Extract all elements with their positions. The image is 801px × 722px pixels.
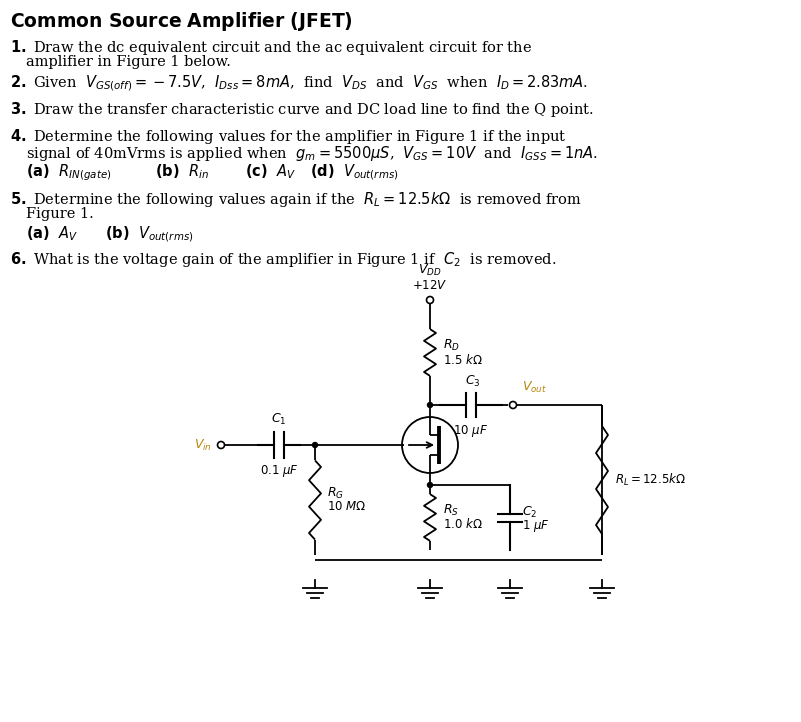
Text: $\mathbf{(b)}$  $R_{in}$: $\mathbf{(b)}$ $R_{in}$ — [155, 162, 209, 180]
Text: $\mathbf{(a)}$  $A_V$: $\mathbf{(a)}$ $A_V$ — [26, 224, 78, 243]
Text: $C_1$: $C_1$ — [272, 412, 287, 427]
Text: $C_3$: $C_3$ — [465, 374, 481, 389]
Text: signal of 40mVrms is applied when  $g_m=5500\mu S$,  $V_{GS}=10V$  and  $I_{GSS}: signal of 40mVrms is applied when $g_m=5… — [26, 144, 598, 163]
Text: $\mathbf{(b)}$  $V_{out(rms)}$: $\mathbf{(b)}$ $V_{out(rms)}$ — [105, 224, 194, 243]
Text: Figure 1.: Figure 1. — [26, 207, 94, 221]
Circle shape — [428, 402, 433, 407]
Text: $10\ \mu F$: $10\ \mu F$ — [453, 423, 489, 439]
Text: $V_{out}$: $V_{out}$ — [522, 380, 547, 395]
Text: $R_G$: $R_G$ — [327, 485, 344, 500]
Circle shape — [509, 401, 517, 409]
Text: $\mathbf{4.}$ Determine the following values for the amplifier in Figure 1 if th: $\mathbf{4.}$ Determine the following va… — [10, 127, 566, 146]
Circle shape — [428, 482, 433, 487]
Text: $\mathbf{6.}$ What is the voltage gain of the amplifier in Figure 1 if  $C_2$  i: $\mathbf{6.}$ What is the voltage gain o… — [10, 250, 557, 269]
Text: $+12V$: $+12V$ — [413, 279, 448, 292]
Text: $\mathbf{2.}$ Given  $V_{GS(off)}=-7.5V$,  $I_{Dss}=8mA$,  find  $V_{DS}$  and  : $\mathbf{2.}$ Given $V_{GS(off)}=-7.5V$,… — [10, 73, 588, 92]
Text: amplifier in Figure 1 below.: amplifier in Figure 1 below. — [26, 55, 231, 69]
Text: $1\ \mu F$: $1\ \mu F$ — [522, 518, 549, 534]
Text: $\mathbf{1.}$ Draw the dc equivalent circuit and the ac equivalent circuit for t: $\mathbf{1.}$ Draw the dc equivalent cir… — [10, 38, 532, 57]
Text: $\mathbf{(a)}$  $R_{IN(gate)}$: $\mathbf{(a)}$ $R_{IN(gate)}$ — [26, 162, 111, 183]
Circle shape — [426, 297, 433, 303]
Text: $0.1\ \mu F$: $0.1\ \mu F$ — [260, 463, 299, 479]
Text: $R_D$: $R_D$ — [443, 338, 460, 353]
Text: $\mathbf{5.}$ Determine the following values again if the  $R_L=12.5k\Omega$  is: $\mathbf{5.}$ Determine the following va… — [10, 190, 582, 209]
Text: $\mathbf{3.}$ Draw the transfer characteristic curve and DC load line to find th: $\mathbf{3.}$ Draw the transfer characte… — [10, 100, 594, 119]
Text: $\mathbf{(c)}$  $A_V$: $\mathbf{(c)}$ $A_V$ — [245, 162, 296, 180]
Circle shape — [312, 443, 317, 448]
Text: $V_{in}$: $V_{in}$ — [194, 438, 212, 453]
Text: $10\ M\Omega$: $10\ M\Omega$ — [327, 500, 367, 513]
Text: $1.5\ k\Omega$: $1.5\ k\Omega$ — [443, 352, 483, 367]
Text: $R_L = 12.5k\Omega$: $R_L = 12.5k\Omega$ — [615, 472, 686, 488]
Text: $\mathbf{Common\ Source\ Amplifier\ (JFET)}$: $\mathbf{Common\ Source\ Amplifier\ (JFE… — [10, 10, 353, 33]
Text: $C_2$: $C_2$ — [522, 505, 537, 520]
Text: $V_{DD}$: $V_{DD}$ — [418, 263, 442, 278]
Text: $R_S$: $R_S$ — [443, 503, 459, 518]
Text: $1.0\ k\Omega$: $1.0\ k\Omega$ — [443, 518, 483, 531]
Circle shape — [218, 441, 224, 448]
Text: $\mathbf{(d)}$  $V_{out(rms)}$: $\mathbf{(d)}$ $V_{out(rms)}$ — [310, 162, 399, 182]
